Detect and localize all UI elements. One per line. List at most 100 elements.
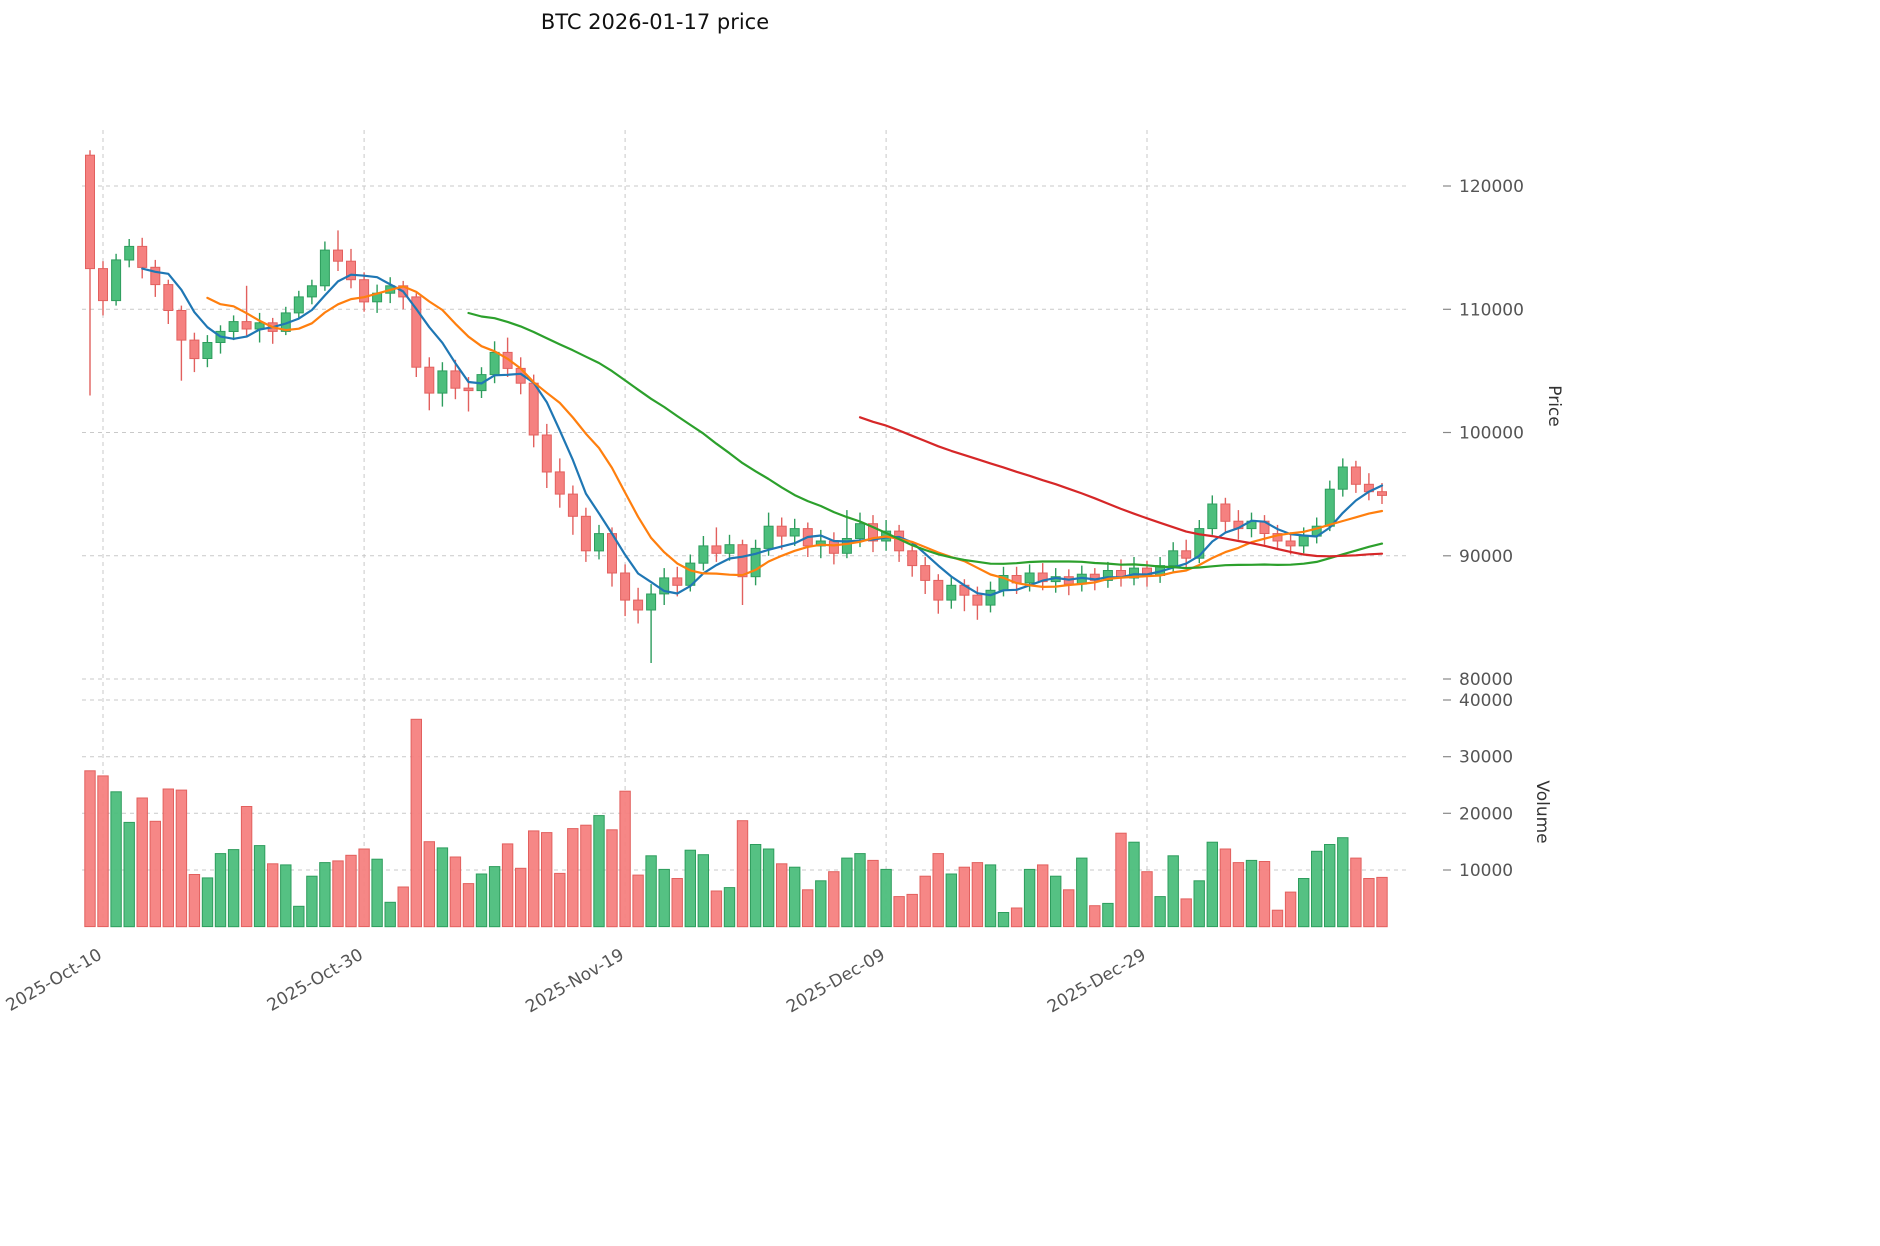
volume-bar xyxy=(919,875,931,928)
volume-bar xyxy=(1063,889,1075,928)
volume-bar xyxy=(188,874,201,928)
candle-body xyxy=(202,342,213,359)
candle-body xyxy=(124,245,135,261)
candle-body xyxy=(1181,550,1192,559)
candle-body xyxy=(463,387,474,392)
volume-bar xyxy=(1232,862,1245,928)
volume-bar xyxy=(319,862,331,928)
candle-body xyxy=(855,523,865,540)
volume-bar xyxy=(932,853,944,928)
volume-bar xyxy=(332,860,344,928)
volume-bar xyxy=(658,868,670,928)
volume-bar xyxy=(240,806,253,928)
candle-body xyxy=(1102,570,1113,581)
candle-body xyxy=(1298,535,1309,547)
volume-bar xyxy=(293,905,305,928)
volume-bar xyxy=(136,797,148,928)
volume-bar xyxy=(1089,905,1101,928)
candle-body xyxy=(646,593,657,611)
volume-bar xyxy=(1010,907,1023,928)
chart-title: BTC 2026-01-17 price xyxy=(541,10,769,34)
price-tick-label: 110000 xyxy=(1459,300,1524,320)
candle-body xyxy=(554,471,565,495)
candle-body xyxy=(319,249,330,287)
candle-body xyxy=(724,544,735,554)
candle-body xyxy=(737,544,748,578)
volume-bar xyxy=(123,821,135,928)
candle-body xyxy=(763,525,774,549)
price-tick-label: 120000 xyxy=(1459,177,1524,197)
candle-body xyxy=(241,321,252,330)
volume-bar xyxy=(449,856,462,928)
candle-body xyxy=(933,579,944,601)
volume-bar xyxy=(567,828,579,928)
candle-body xyxy=(437,370,448,394)
candle-body xyxy=(1377,491,1387,496)
ma-line-ma10 xyxy=(206,285,1384,589)
candle-body xyxy=(841,538,852,554)
candle-body xyxy=(868,523,878,542)
volume-bar xyxy=(358,848,370,928)
volume-bar xyxy=(528,830,540,928)
candles-layer xyxy=(85,150,1387,663)
volume-bar xyxy=(1350,857,1362,928)
candle-body xyxy=(633,599,644,611)
candle-body xyxy=(1337,466,1348,490)
candle-body xyxy=(293,296,304,314)
volume-tick-label: 10000 xyxy=(1459,861,1513,881)
volume-bar xyxy=(475,873,488,928)
candle-body xyxy=(333,249,343,262)
volume-bar xyxy=(776,863,788,928)
candle-body xyxy=(594,533,604,552)
date-tick-label: 2025-Nov-19 xyxy=(522,945,627,1017)
candle-body xyxy=(672,577,683,586)
candle-body xyxy=(359,279,370,303)
candle-body xyxy=(711,545,722,554)
date-tick-label: 2025-Dec-09 xyxy=(783,945,888,1017)
volume-bar xyxy=(971,862,984,928)
candle-body xyxy=(972,594,983,606)
candle-body xyxy=(163,284,174,312)
price-tick-label: 90000 xyxy=(1459,547,1513,567)
volume-bar xyxy=(684,849,696,928)
volume-bar xyxy=(345,854,357,928)
volume-bar xyxy=(802,889,814,928)
candle-body xyxy=(920,565,931,581)
volume-bar xyxy=(1037,864,1049,928)
date-tick-label: 2025-Oct-30 xyxy=(264,945,367,1016)
volume-bar xyxy=(632,874,644,928)
candle-body xyxy=(907,550,918,567)
candle-body xyxy=(815,540,826,547)
volume-bar xyxy=(1324,844,1336,928)
volume-bar xyxy=(1245,859,1258,928)
candle-body xyxy=(1194,528,1205,559)
volume-tick-label: 30000 xyxy=(1459,748,1513,768)
candle-body xyxy=(98,268,108,302)
candle-body xyxy=(1285,540,1296,547)
volume-bar xyxy=(371,858,383,928)
candle-body xyxy=(111,259,122,302)
volume-bar xyxy=(253,845,266,928)
volume-bars-layer xyxy=(84,718,1388,928)
volume-bar xyxy=(1180,898,1192,928)
candle-body xyxy=(189,339,200,360)
volume-bar xyxy=(1102,902,1114,928)
candle-body xyxy=(176,310,187,341)
volume-bar xyxy=(554,872,566,928)
candle-body xyxy=(450,370,461,389)
volume-bar xyxy=(736,820,749,928)
volume-bar xyxy=(906,893,918,928)
volume-bar xyxy=(1076,857,1088,928)
volume-bar xyxy=(1337,837,1349,928)
volume-bar xyxy=(945,873,957,928)
candle-body xyxy=(541,434,552,473)
volume-bar xyxy=(201,877,214,928)
price-tick-label: 100000 xyxy=(1459,424,1524,444)
volume-bar xyxy=(606,829,618,928)
candle-body xyxy=(150,266,161,286)
volume-bar xyxy=(697,854,709,928)
volume-bar xyxy=(175,789,188,928)
volume-bar xyxy=(789,866,801,928)
volume-bar xyxy=(1298,878,1310,928)
